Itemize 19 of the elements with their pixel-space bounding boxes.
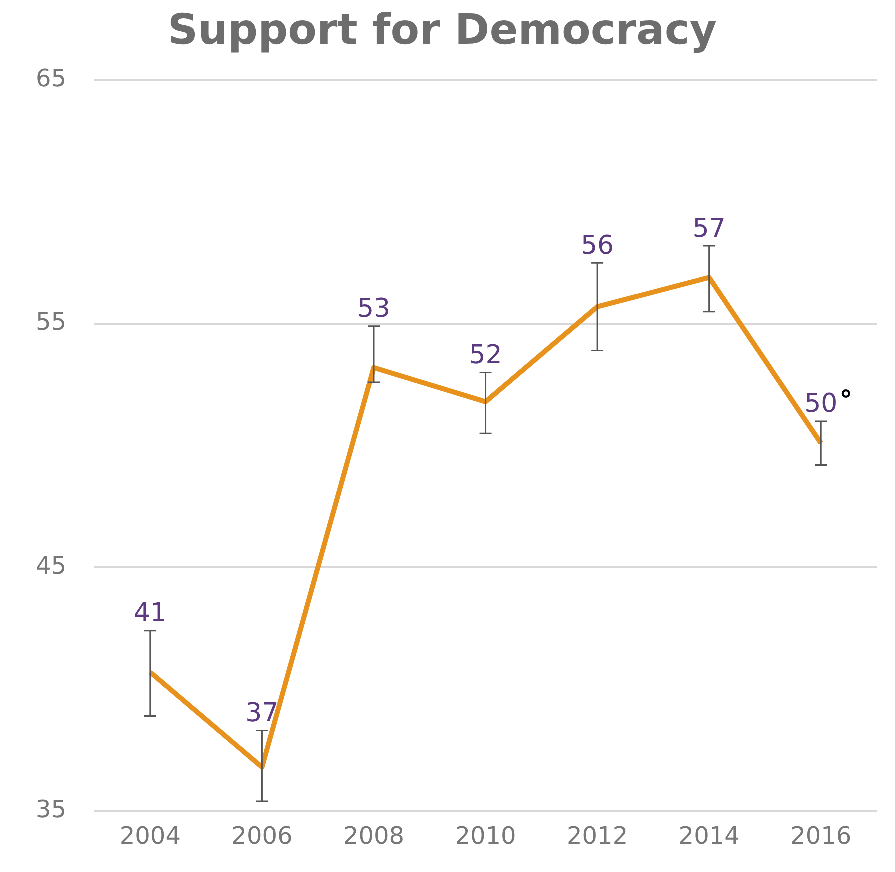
y-tick-label: 45 bbox=[36, 552, 67, 580]
x-tick-label: 2008 bbox=[343, 822, 405, 850]
x-tick-label: 2012 bbox=[567, 822, 628, 850]
data-label: 41 bbox=[134, 598, 167, 629]
annotation: ° bbox=[840, 386, 853, 416]
x-tick-label: 2010 bbox=[455, 822, 516, 850]
data-label: 50 bbox=[804, 389, 838, 420]
x-tick-label: 2006 bbox=[232, 822, 293, 850]
y-tick-label: 55 bbox=[36, 308, 67, 336]
x-tick-label: 2014 bbox=[678, 822, 740, 850]
x-tick-label: 2004 bbox=[120, 822, 181, 850]
data-label: 57 bbox=[692, 214, 726, 244]
x-tick-label: 2016 bbox=[790, 822, 852, 850]
y-tick-label: 35 bbox=[36, 795, 67, 824]
data-label: 52 bbox=[469, 340, 502, 370]
chart-title: Support for Democracy bbox=[168, 5, 718, 54]
data-label: 53 bbox=[357, 294, 391, 324]
data-label: 56 bbox=[581, 230, 614, 261]
y-tick-label: 65 bbox=[36, 64, 67, 93]
